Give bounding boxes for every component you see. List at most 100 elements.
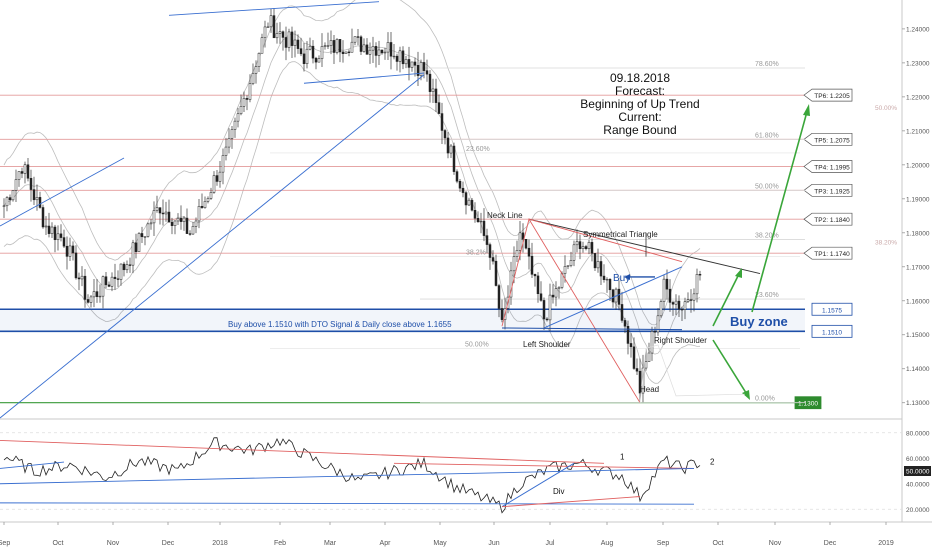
tp-label-box bbox=[803, 212, 853, 226]
candle-body bbox=[563, 266, 567, 274]
candle-body bbox=[86, 299, 90, 303]
price-tick-label: 1.21000 bbox=[906, 128, 930, 135]
candle-body bbox=[530, 255, 534, 275]
candle-body bbox=[11, 190, 15, 201]
candle-body bbox=[485, 235, 489, 245]
price-axis: 1.13000 1.14000 1.15000 1.16000 1.17000 1.180… bbox=[902, 26, 930, 407]
candle-body bbox=[554, 288, 558, 298]
candle-body bbox=[110, 276, 114, 287]
horizontal-levels: TP6: 1.2205 TP5: 1.2075 TP4: 1.1995 TP3: 1.… bbox=[0, 88, 853, 410]
candle-body bbox=[374, 46, 378, 56]
candle-body bbox=[518, 232, 522, 251]
candle-body bbox=[161, 212, 165, 215]
oscillator-line bbox=[3, 437, 701, 514]
fib-label: 23.60% bbox=[755, 292, 779, 299]
forecast-title-line: Current: bbox=[618, 110, 661, 124]
osc-blue-trend bbox=[0, 468, 695, 485]
candle-body bbox=[449, 145, 453, 154]
candle-body bbox=[89, 296, 93, 303]
candle-body bbox=[95, 291, 99, 297]
candle-body bbox=[527, 247, 531, 257]
level-label: TP3: 1.1925 bbox=[814, 188, 850, 195]
candle-body bbox=[23, 164, 27, 174]
candle-body bbox=[194, 220, 198, 227]
buy-label: Buy bbox=[613, 273, 630, 284]
candle-body bbox=[98, 295, 102, 298]
time-tick-label: Apr bbox=[380, 540, 392, 547]
candle-body bbox=[617, 288, 621, 305]
candle-body bbox=[143, 236, 147, 238]
candle-body bbox=[128, 264, 132, 266]
candle-body bbox=[122, 263, 126, 271]
price-tick-label: 1.20000 bbox=[906, 162, 930, 169]
candle-body bbox=[158, 207, 162, 214]
candle-body bbox=[365, 44, 369, 55]
candle-body bbox=[425, 70, 429, 75]
candle-body bbox=[29, 178, 33, 190]
candle-body bbox=[272, 15, 276, 39]
candle-body bbox=[413, 61, 417, 66]
candle-body bbox=[533, 274, 537, 277]
candle-body bbox=[77, 277, 81, 280]
osc-blue-base bbox=[0, 502, 695, 505]
level-label-box bbox=[811, 324, 853, 338]
candle-body bbox=[656, 315, 660, 333]
candle-body bbox=[14, 179, 18, 191]
candle-body bbox=[149, 222, 153, 225]
time-tick-label: Jul bbox=[546, 540, 555, 547]
candle-body bbox=[17, 171, 21, 180]
candle-body bbox=[302, 53, 306, 64]
candle-body bbox=[71, 245, 75, 254]
candle-body bbox=[239, 106, 243, 115]
candle-body bbox=[692, 293, 696, 301]
candle-body bbox=[218, 171, 222, 182]
candle-body bbox=[539, 293, 543, 301]
candle-body bbox=[593, 253, 597, 269]
candle-body bbox=[146, 223, 150, 237]
candle-body bbox=[254, 66, 258, 74]
time-tick-label: 2018 bbox=[212, 540, 228, 547]
candle-body bbox=[8, 197, 12, 201]
candlesticks bbox=[2, 8, 702, 403]
price-tick-label: 1.13000 bbox=[906, 400, 930, 407]
buy-zone-band bbox=[0, 309, 805, 332]
price-tick-label: 1.19000 bbox=[906, 196, 930, 203]
osc-div-red bbox=[501, 496, 641, 508]
candle-body bbox=[623, 320, 627, 327]
candle-body bbox=[176, 217, 180, 222]
candle-body bbox=[26, 164, 30, 179]
left-shoulder-label: Left Shoulder bbox=[523, 340, 571, 349]
neck-line-label: Neck Line bbox=[487, 211, 523, 220]
candle-body bbox=[548, 294, 552, 321]
candle-body bbox=[524, 239, 528, 249]
candle-body bbox=[380, 49, 384, 54]
candle-body bbox=[587, 242, 591, 250]
candle-body bbox=[389, 42, 393, 57]
oscillator-panel: 1 2 Div 20.0000 40.0000 50.0000 60.0000 80.0000 bbox=[0, 430, 931, 514]
candle-body bbox=[371, 46, 375, 51]
osc-current-label: 50.0000 bbox=[906, 469, 930, 476]
right-shoulder-label: Right Shoulder bbox=[654, 336, 707, 345]
osc-tick-label: 20.0000 bbox=[906, 507, 930, 514]
candle-body bbox=[599, 261, 603, 277]
level-label: 1.1575 bbox=[822, 307, 842, 314]
candle-body bbox=[152, 210, 156, 224]
candle-body bbox=[137, 233, 141, 252]
trendline-top2 bbox=[303, 72, 425, 84]
candle-body bbox=[488, 244, 492, 258]
candle-body bbox=[566, 265, 570, 267]
level-label: TP6: 1.2205 bbox=[814, 93, 850, 100]
candle-body bbox=[35, 197, 39, 201]
price-tick-label: 1.14000 bbox=[906, 366, 930, 373]
candle-body bbox=[482, 220, 486, 236]
candle-body bbox=[335, 39, 339, 53]
candle-body bbox=[443, 130, 447, 139]
candle-body bbox=[695, 274, 699, 295]
candle-body bbox=[476, 218, 480, 223]
time-tick-label: Nov bbox=[769, 540, 782, 547]
candle-body bbox=[368, 49, 372, 55]
price-grid bbox=[0, 0, 932, 523]
candle-body bbox=[608, 278, 612, 291]
forecast-title-line: 09.18.2018 bbox=[610, 71, 670, 85]
candle-body bbox=[578, 241, 582, 249]
